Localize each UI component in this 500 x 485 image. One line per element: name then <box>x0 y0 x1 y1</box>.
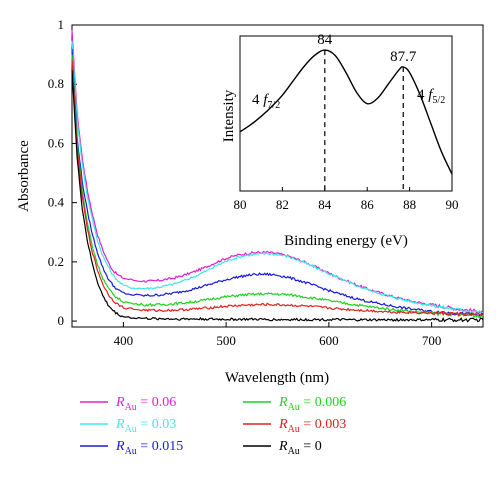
main-y-tick-label: 0.4 <box>48 195 65 210</box>
legend-entry: RAu = 0.006 <box>278 395 346 413</box>
main-series-group <box>71 29 484 323</box>
inset-x-tick-label: 88 <box>403 197 416 212</box>
main-series-line <box>71 59 484 318</box>
inset-x-tick-label: 84 <box>318 197 332 212</box>
main-x-tick-label: 600 <box>319 333 339 348</box>
main-y-tick-label: 0.6 <box>48 135 65 150</box>
main-series-line <box>71 40 484 314</box>
main-x-tick-label: 400 <box>114 333 134 348</box>
main-y-tick-label: 0.2 <box>48 254 64 269</box>
legend-entry: RAu = 0.003 <box>278 417 346 435</box>
main-y-tick-label: 0 <box>58 313 65 328</box>
inset-y-axis-label: Intensity <box>221 89 237 142</box>
inset-plot-frame <box>239 35 453 192</box>
inset-peak-value-label: 84 <box>317 32 333 48</box>
legend-entry: RAu = 0 <box>278 439 322 457</box>
main-series-line <box>71 70 484 323</box>
inset-x-tick-label: 90 <box>446 197 459 212</box>
inset-series-group: 84 87.7 4 f7/2 4 f5/2 <box>239 32 453 191</box>
inset-axis-ticks: 80 82 84 86 88 90 <box>234 187 459 212</box>
main-x-tick-label: 500 <box>216 333 236 348</box>
main-x-tick-label: 700 <box>422 333 442 348</box>
legend: RAu = 0.06 RAu = 0.03 RAu = 0.015 RAu = 0.0… <box>80 395 346 457</box>
legend-entry: RAu = 0.06 <box>115 395 176 413</box>
main-y-tick-label: 1 <box>58 17 65 32</box>
main-y-axis-label: Absorbance <box>16 140 32 212</box>
inset-series-line <box>239 49 453 175</box>
main-x-axis-label: Wavelength (nm) <box>225 370 329 386</box>
legend-entry: RAu = 0.015 <box>115 439 183 457</box>
inset-x-tick-label: 82 <box>276 197 289 212</box>
inset-peak-value-label: 87.7 <box>390 49 417 65</box>
main-axis-ticks: 400 500 600 700 0 0.2 0.4 0.6 0.8 1 <box>48 17 442 348</box>
inset-x-tick-label: 80 <box>234 197 247 212</box>
inset-x-tick-label: 86 <box>361 197 375 212</box>
inset-orbital-label: 4 f7/2 <box>252 92 280 111</box>
legend-entry: RAu = 0.03 <box>115 417 176 435</box>
main-plot-frame <box>71 24 484 328</box>
main-series-line <box>71 54 484 319</box>
inset-x-axis-label: Binding energy (eV) <box>284 233 408 249</box>
main-y-tick-label: 0.8 <box>48 76 64 91</box>
inset-orbital-label: 4 f5/2 <box>417 87 445 106</box>
